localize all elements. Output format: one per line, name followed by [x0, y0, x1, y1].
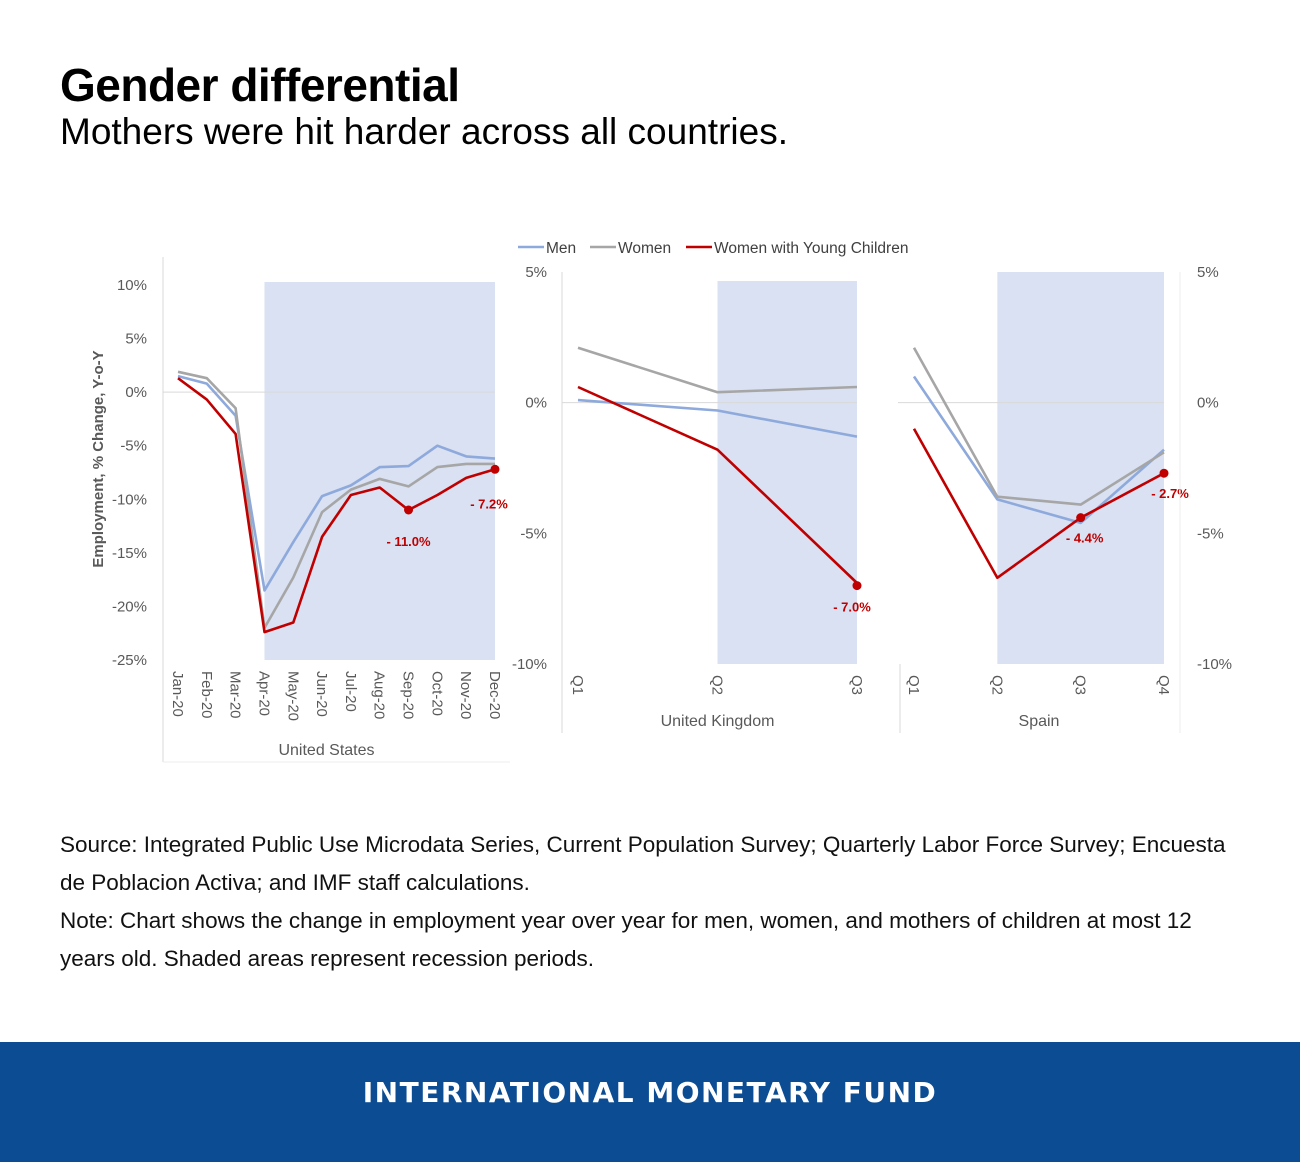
y-tick-united-kingdom-3: -10% — [512, 656, 547, 673]
y-tick-spain-0: 5% — [1197, 264, 1219, 281]
panel-label-spain: Spain — [1019, 713, 1060, 730]
legend-label-women-with-young-children: Women with Young Children — [714, 240, 908, 257]
y-tick-united-kingdom-1: 0% — [525, 395, 547, 412]
x-tick-united-states-dec-20: Dec-20 — [486, 671, 503, 719]
employment-chart: Men Women Women with Young Children Employm… — [90, 240, 1232, 763]
x-tick-united-kingdom-q2: Q2 — [709, 675, 726, 695]
series-line-united-states-women-with-young-children — [177, 377, 496, 634]
annotation-marker-united-states-sep-20 — [404, 505, 414, 515]
x-tick-united-states-mar-20: Mar-20 — [227, 671, 244, 719]
y-tick-spain-2: -5% — [1197, 525, 1224, 542]
y-tick-spain-3: -10% — [1197, 656, 1232, 673]
y-tick-united-kingdom-2: -5% — [520, 525, 547, 542]
y-tick-united-states-4: -10% — [112, 491, 147, 508]
y-tick-united-states-3: -5% — [120, 438, 147, 455]
y-tick-united-states-7: -25% — [112, 652, 147, 669]
y-tick-united-states-0: 10% — [117, 277, 147, 294]
explanatory-note: Note: Chart shows the change in employme… — [60, 908, 1192, 971]
source-note: Source: Integrated Public Use Microdata … — [60, 832, 1226, 895]
y-axis-title: Employment, % Change, Y-o-Y — [90, 350, 107, 567]
footer-banner — [0, 1042, 1300, 1162]
annotation-marker-united-states-dec-20 — [490, 464, 500, 474]
annotation-marker-spain-q3 — [1076, 513, 1086, 523]
annotation-label-spain-q4: - 2.7% — [1151, 486, 1189, 501]
chart-notes: Source: Integrated Public Use Microdata … — [60, 826, 1250, 978]
annotation-label-united-states-sep-20: - 11.0% — [386, 534, 431, 549]
x-tick-spain-q1: Q1 — [905, 675, 922, 695]
panel-label-united-states: United States — [278, 742, 374, 759]
x-tick-spain-q3: Q3 — [1072, 675, 1089, 695]
series-line-united-kingdom-women-with-young-children — [577, 385, 858, 584]
y-tick-spain-1: 0% — [1197, 395, 1219, 412]
x-tick-united-states-feb-20: Feb-20 — [198, 671, 215, 719]
y-tick-united-states-6: -20% — [112, 598, 147, 615]
annotation-label-united-kingdom-q3: - 7.0% — [833, 600, 871, 615]
chart-title: Gender differential — [60, 59, 460, 111]
series-line-united-kingdom-men — [577, 398, 858, 438]
x-tick-united-states-may-20: May-20 — [284, 671, 301, 721]
x-tick-united-states-jul-20: Jul-20 — [342, 671, 359, 712]
y-tick-united-states-5: -15% — [112, 545, 147, 562]
panel-label-united-kingdom: United Kingdom — [661, 713, 775, 730]
annotation-marker-spain-q4 — [1159, 468, 1169, 478]
x-tick-united-states-nov-20: Nov-20 — [457, 671, 474, 719]
annotation-label-spain-q3: - 4.4% — [1066, 531, 1104, 546]
y-tick-united-kingdom-0: 5% — [525, 264, 547, 281]
x-tick-united-kingdom-q3: Q3 — [848, 675, 865, 695]
series-line-united-states-men — [177, 374, 496, 592]
x-tick-united-states-jan-20: Jan-20 — [169, 671, 186, 717]
y-tick-united-states-2: 0% — [125, 384, 147, 401]
chart-subtitle: Mothers were hit harder across all count… — [60, 111, 788, 152]
legend-label-women: Women — [618, 240, 671, 257]
x-tick-united-states-sep-20: Sep-20 — [400, 671, 417, 719]
annotation-marker-united-kingdom-q3 — [852, 581, 862, 591]
series-line-united-kingdom-women — [577, 346, 858, 394]
series-line-spain-women — [912, 347, 1165, 506]
footer-org-name: INTERNATIONAL MONETARY FUND — [362, 1076, 938, 1109]
legend-label-men: Men — [546, 240, 576, 257]
x-tick-united-states-aug-20: Aug-20 — [371, 671, 388, 719]
x-tick-spain-q4: Q4 — [1155, 675, 1172, 695]
y-tick-united-states-1: 5% — [125, 331, 147, 348]
series-line-spain-women-with-young-children — [912, 428, 1165, 580]
series-line-united-states-women — [177, 370, 495, 630]
annotation-label-united-states-dec-20: - 7.2% — [470, 496, 508, 511]
x-tick-united-states-oct-20: Oct-20 — [428, 671, 445, 716]
recession-shade-spain — [997, 272, 1164, 664]
x-tick-united-kingdom-q1: Q1 — [569, 675, 586, 695]
x-tick-united-states-jun-20: Jun-20 — [313, 671, 330, 717]
x-tick-united-states-apr-20: Apr-20 — [255, 671, 272, 716]
series-line-spain-men — [912, 375, 1165, 525]
x-tick-spain-q2: Q2 — [988, 675, 1005, 695]
